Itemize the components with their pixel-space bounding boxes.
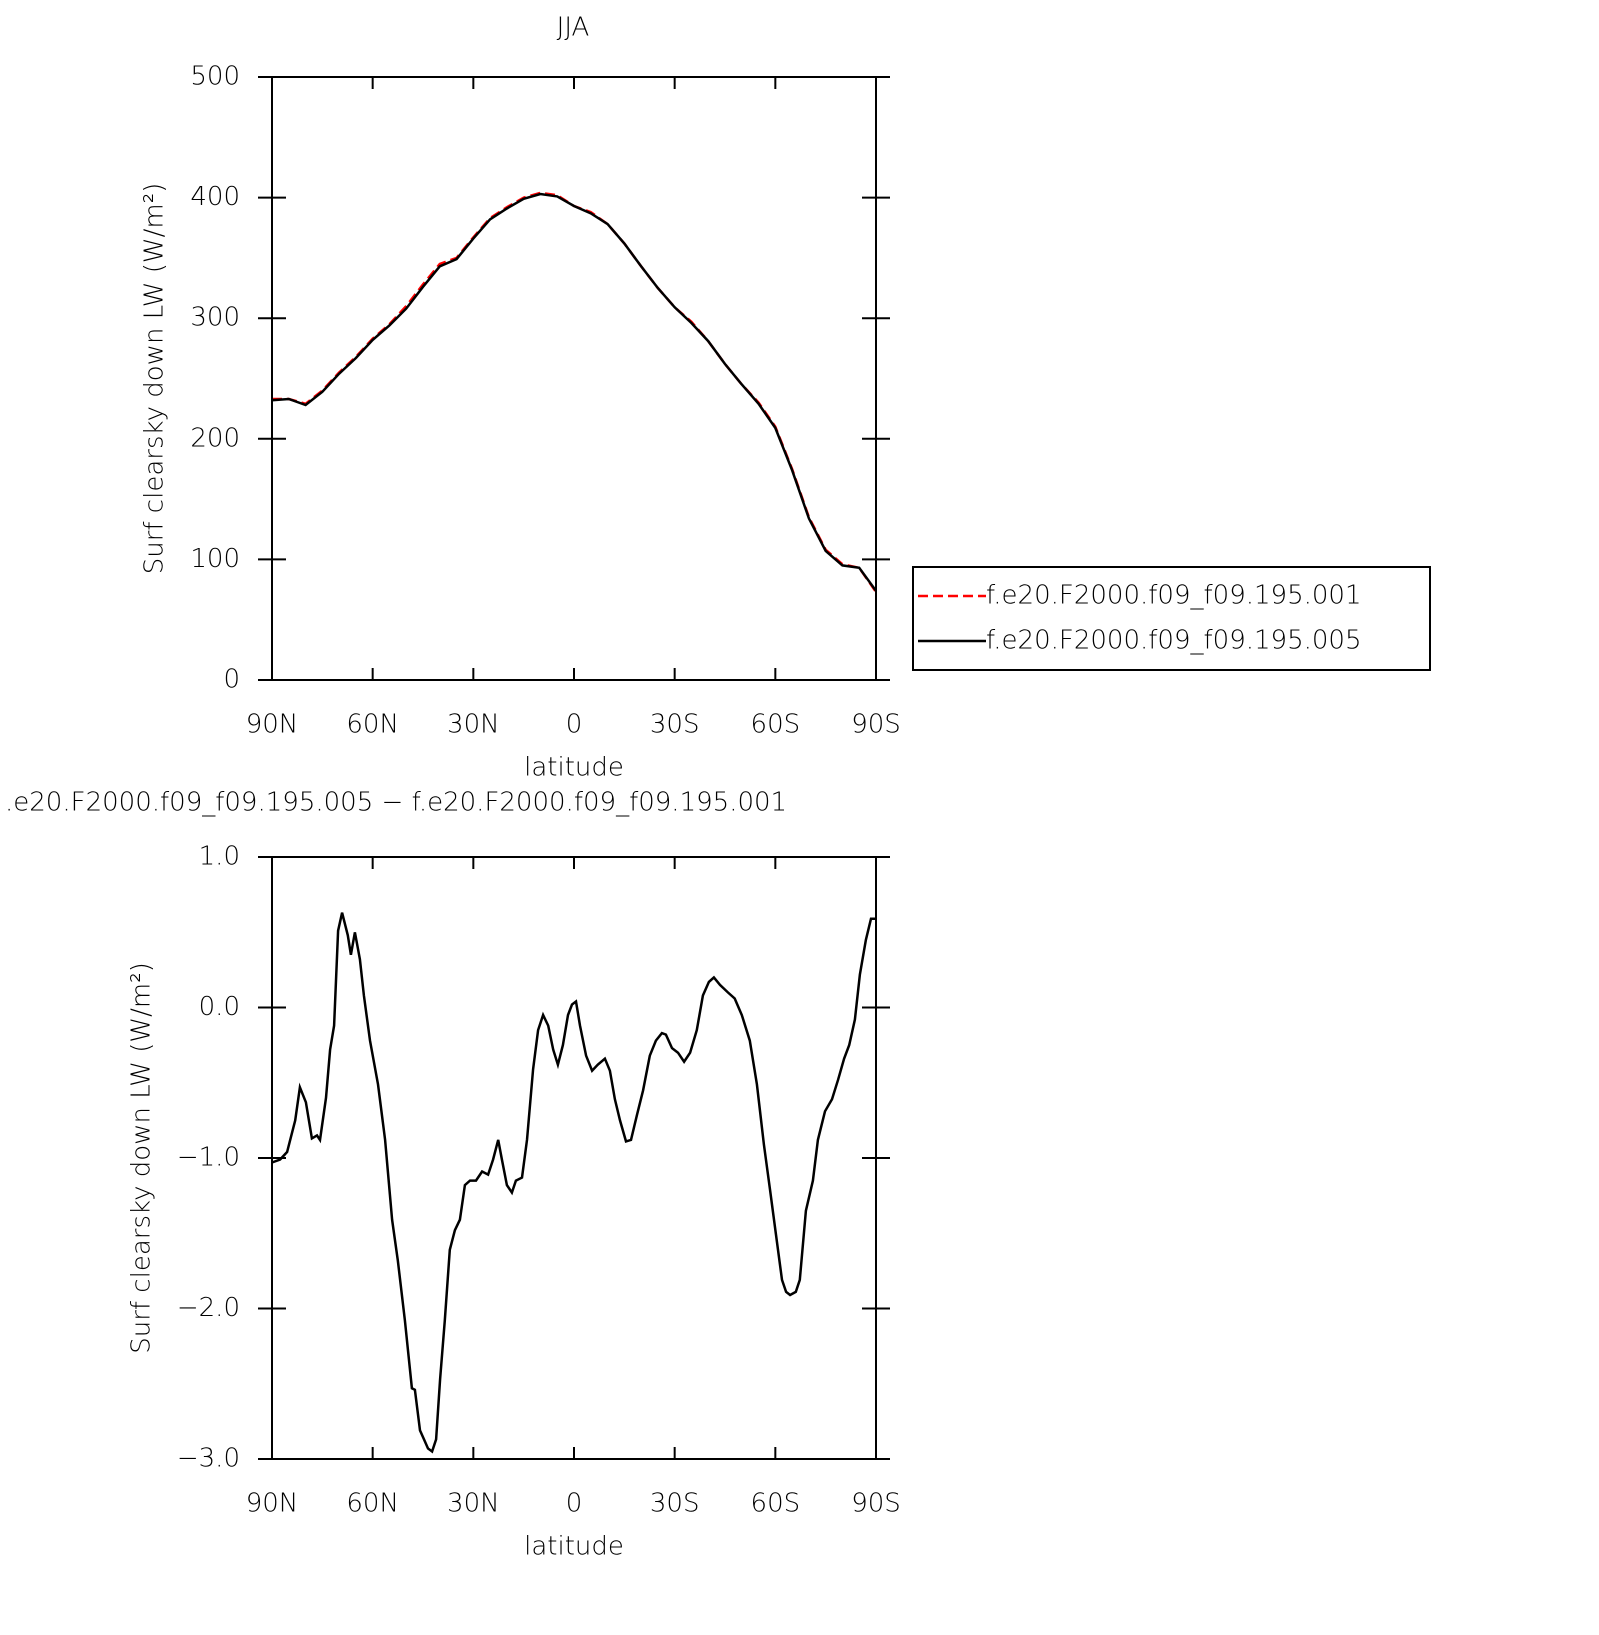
y-tick-label: 100 [190,544,240,574]
legend-box [912,566,1431,671]
plot-frame [271,856,877,1460]
y-tick-label: 400 [190,182,240,212]
y-axis-label: Surf clearsky down LW (W/m²) [127,962,157,1354]
plot-frame [271,76,877,681]
y-tick-label: 0 [223,665,240,695]
y-tick-label: 0.0 [199,992,240,1022]
x-tick-label: 30N [447,1489,500,1519]
x-tick-label: 90S [851,710,901,740]
y-tick-label: 500 [190,62,240,92]
x-tick-label: 0 [566,1489,583,1519]
data-line [271,912,876,1454]
x-tick-label: 30S [650,1489,700,1519]
y-tick-label: 200 [190,423,240,453]
x-axis-label: latitude [524,1532,624,1562]
chart-title: JJA [557,13,590,43]
x-tick-label: 60S [751,710,801,740]
y-tick-label: −2.0 [177,1293,240,1323]
legend-label: f.e20.F2000.f09_f09.195.001 [986,581,1362,611]
x-tick-label: 90N [246,1489,299,1519]
y-tick-label: 1.0 [199,842,240,872]
data-line [271,192,878,592]
x-tick-label: 60N [346,710,399,740]
y-tick-label: −1.0 [177,1143,240,1173]
x-tick-label: 30N [447,710,500,740]
data-line [272,191,878,593]
x-tick-label: 60N [346,1489,399,1519]
x-axis-label: latitude [524,753,624,783]
chart-title: .e20.F2000.f09_f09.195.005 − f.e20.F2000… [5,788,787,818]
x-tick-label: 90N [246,710,299,740]
x-tick-label: 60S [751,1489,801,1519]
x-tick-label: 90S [851,1489,901,1519]
y-tick-label: −3.0 [177,1444,240,1474]
y-tick-label: 300 [190,303,240,333]
y-axis-label: Surf clearsky down LW (W/m²) [140,183,170,575]
x-tick-label: 30S [650,710,700,740]
legend-label: f.e20.F2000.f09_f09.195.005 [986,626,1362,656]
x-tick-label: 0 [566,710,583,740]
